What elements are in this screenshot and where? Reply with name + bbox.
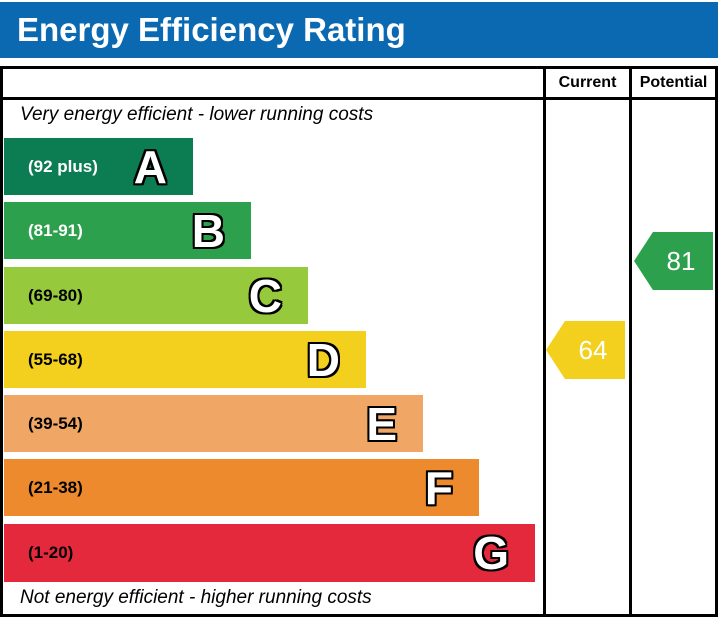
chart-frame: Current Potential Very energy efficient … <box>0 66 718 617</box>
page-title: Energy Efficiency Rating <box>17 11 406 48</box>
rating-band-d: (55-68) D <box>4 331 366 388</box>
caption-very-efficient: Very energy efficient - lower running co… <box>20 104 374 125</box>
rating-band-e: (39-54) E <box>4 395 423 452</box>
rating-band-a: (92 plus) A <box>4 138 193 195</box>
band-letter: D <box>306 333 340 386</box>
band-letter: E <box>366 397 397 450</box>
band-range-label: (39-54) <box>28 413 83 433</box>
column-header-current: Current <box>558 74 617 91</box>
title-bar: Energy Efficiency Rating <box>0 2 718 58</box>
potential-rating-value: 81 <box>666 246 696 276</box>
rating-band-g: (1-20) G <box>4 524 535 582</box>
band-range-label: (92 plus) <box>28 156 98 176</box>
band-letter: C <box>248 269 282 322</box>
band-range-label: (21-38) <box>28 477 83 497</box>
header-separator-line <box>3 97 715 100</box>
rating-band-b: (81-91) B <box>4 202 251 259</box>
band-letter: F <box>424 461 453 514</box>
band-range-label: (55-68) <box>28 349 83 369</box>
potential-rating-arrow: 81 <box>634 232 713 290</box>
rating-band-f: (21-38) F <box>4 459 479 516</box>
band-range-label: (81-91) <box>28 220 83 240</box>
potential-column-divider <box>629 69 632 614</box>
current-rating-arrow: 64 <box>546 321 625 379</box>
caption-not-efficient: Not energy efficient - higher running co… <box>20 587 372 608</box>
band-range-label: (69-80) <box>28 285 83 305</box>
band-range-label: (1-20) <box>28 543 74 562</box>
band-letter: A <box>133 140 167 193</box>
current-rating-value: 64 <box>578 335 608 365</box>
column-header-potential: Potential <box>639 74 708 91</box>
band-letter: G <box>473 527 509 579</box>
current-column-divider <box>543 69 546 614</box>
band-letter: B <box>191 204 225 257</box>
rating-band-c: (69-80) C <box>4 267 308 324</box>
